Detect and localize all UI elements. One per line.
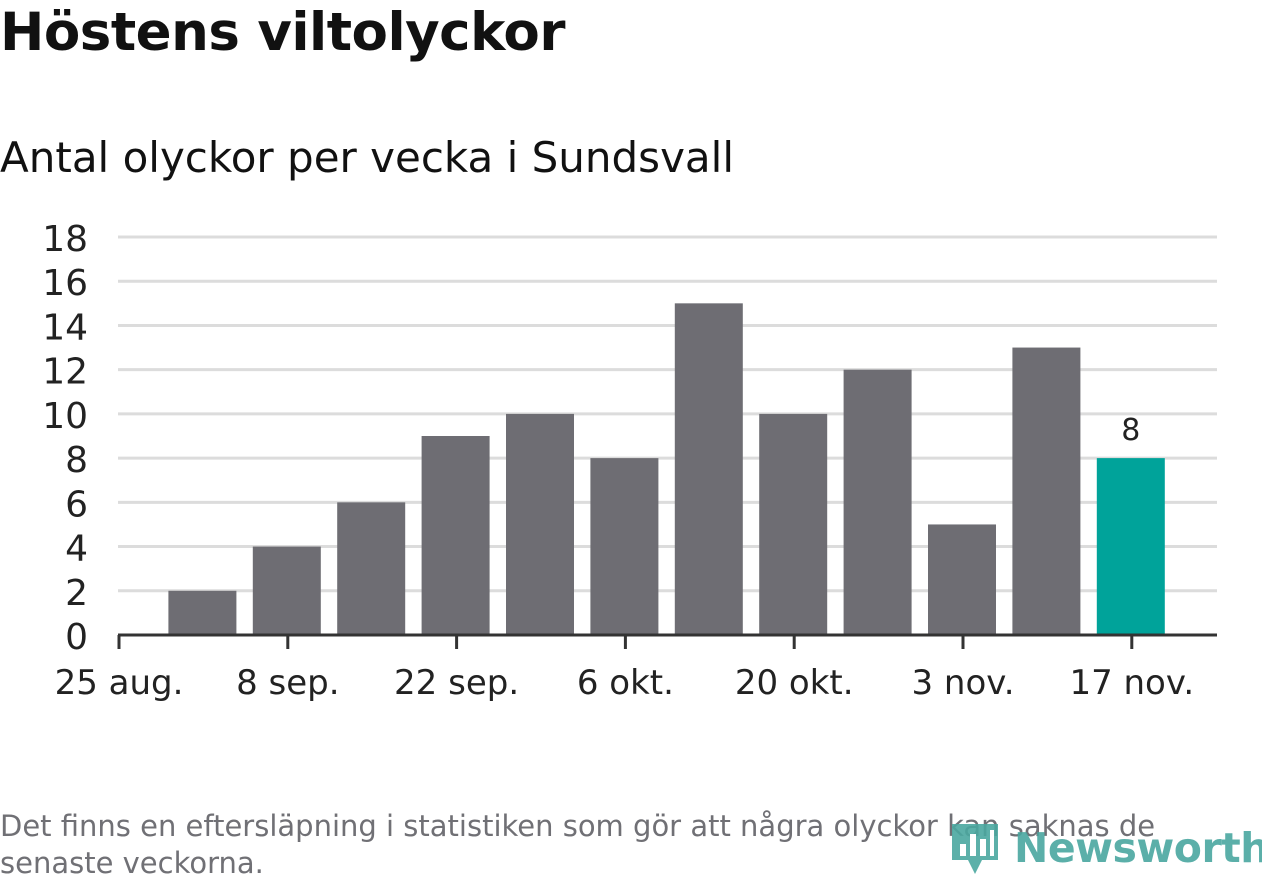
bar — [928, 524, 996, 635]
x-axis: 25 aug. 8 sep. 22 sep. 6 okt. 20 okt. 3 nov. 1… — [55, 633, 1217, 703]
bar — [759, 413, 828, 635]
bar — [674, 303, 743, 635]
bar — [506, 413, 574, 635]
y-tick-label: 8 — [65, 440, 88, 481]
bar — [337, 502, 406, 635]
x-tick-label: 25 aug. — [55, 663, 184, 703]
logo-text: Newsworthy — [1014, 824, 1262, 872]
y-tick-label: 6 — [65, 484, 88, 525]
bars — [168, 303, 1165, 635]
y-tick-label: 2 — [65, 573, 88, 614]
bar — [168, 590, 237, 635]
x-tick-label: 17 nov. — [1069, 663, 1194, 703]
bar — [843, 369, 912, 635]
chart-subtitle: Antal olyckor per vecka i Sundsvall — [0, 133, 734, 182]
y-tick-label: 10 — [42, 396, 88, 437]
annotations: 8 — [1121, 413, 1140, 448]
x-tick-label: 3 nov. — [911, 663, 1014, 703]
chart-title: Höstens viltolyckor — [0, 2, 565, 63]
bar — [421, 436, 490, 635]
data-label: 8 — [1121, 413, 1140, 448]
highlighted-bar — [1096, 458, 1165, 635]
x-tick-label: 6 okt. — [577, 663, 674, 703]
y-tick-label: 14 — [42, 307, 88, 348]
bar — [590, 458, 659, 635]
newsworthy-logo: Newsworthy — [948, 818, 1262, 878]
y-tick-label: 4 — [65, 529, 88, 570]
bar — [1012, 347, 1081, 635]
y-tick-label: 0 — [65, 617, 88, 658]
y-tick-label: 12 — [42, 352, 88, 393]
y-tick-label: 16 — [42, 263, 88, 304]
bar-chart-pin-icon — [952, 824, 998, 874]
x-tick-label: 22 sep. — [394, 663, 519, 703]
x-tick-label: 8 sep. — [236, 663, 339, 703]
bar — [252, 546, 321, 635]
x-tick-label: 20 okt. — [735, 663, 854, 703]
y-tick-label: 18 — [42, 219, 88, 260]
